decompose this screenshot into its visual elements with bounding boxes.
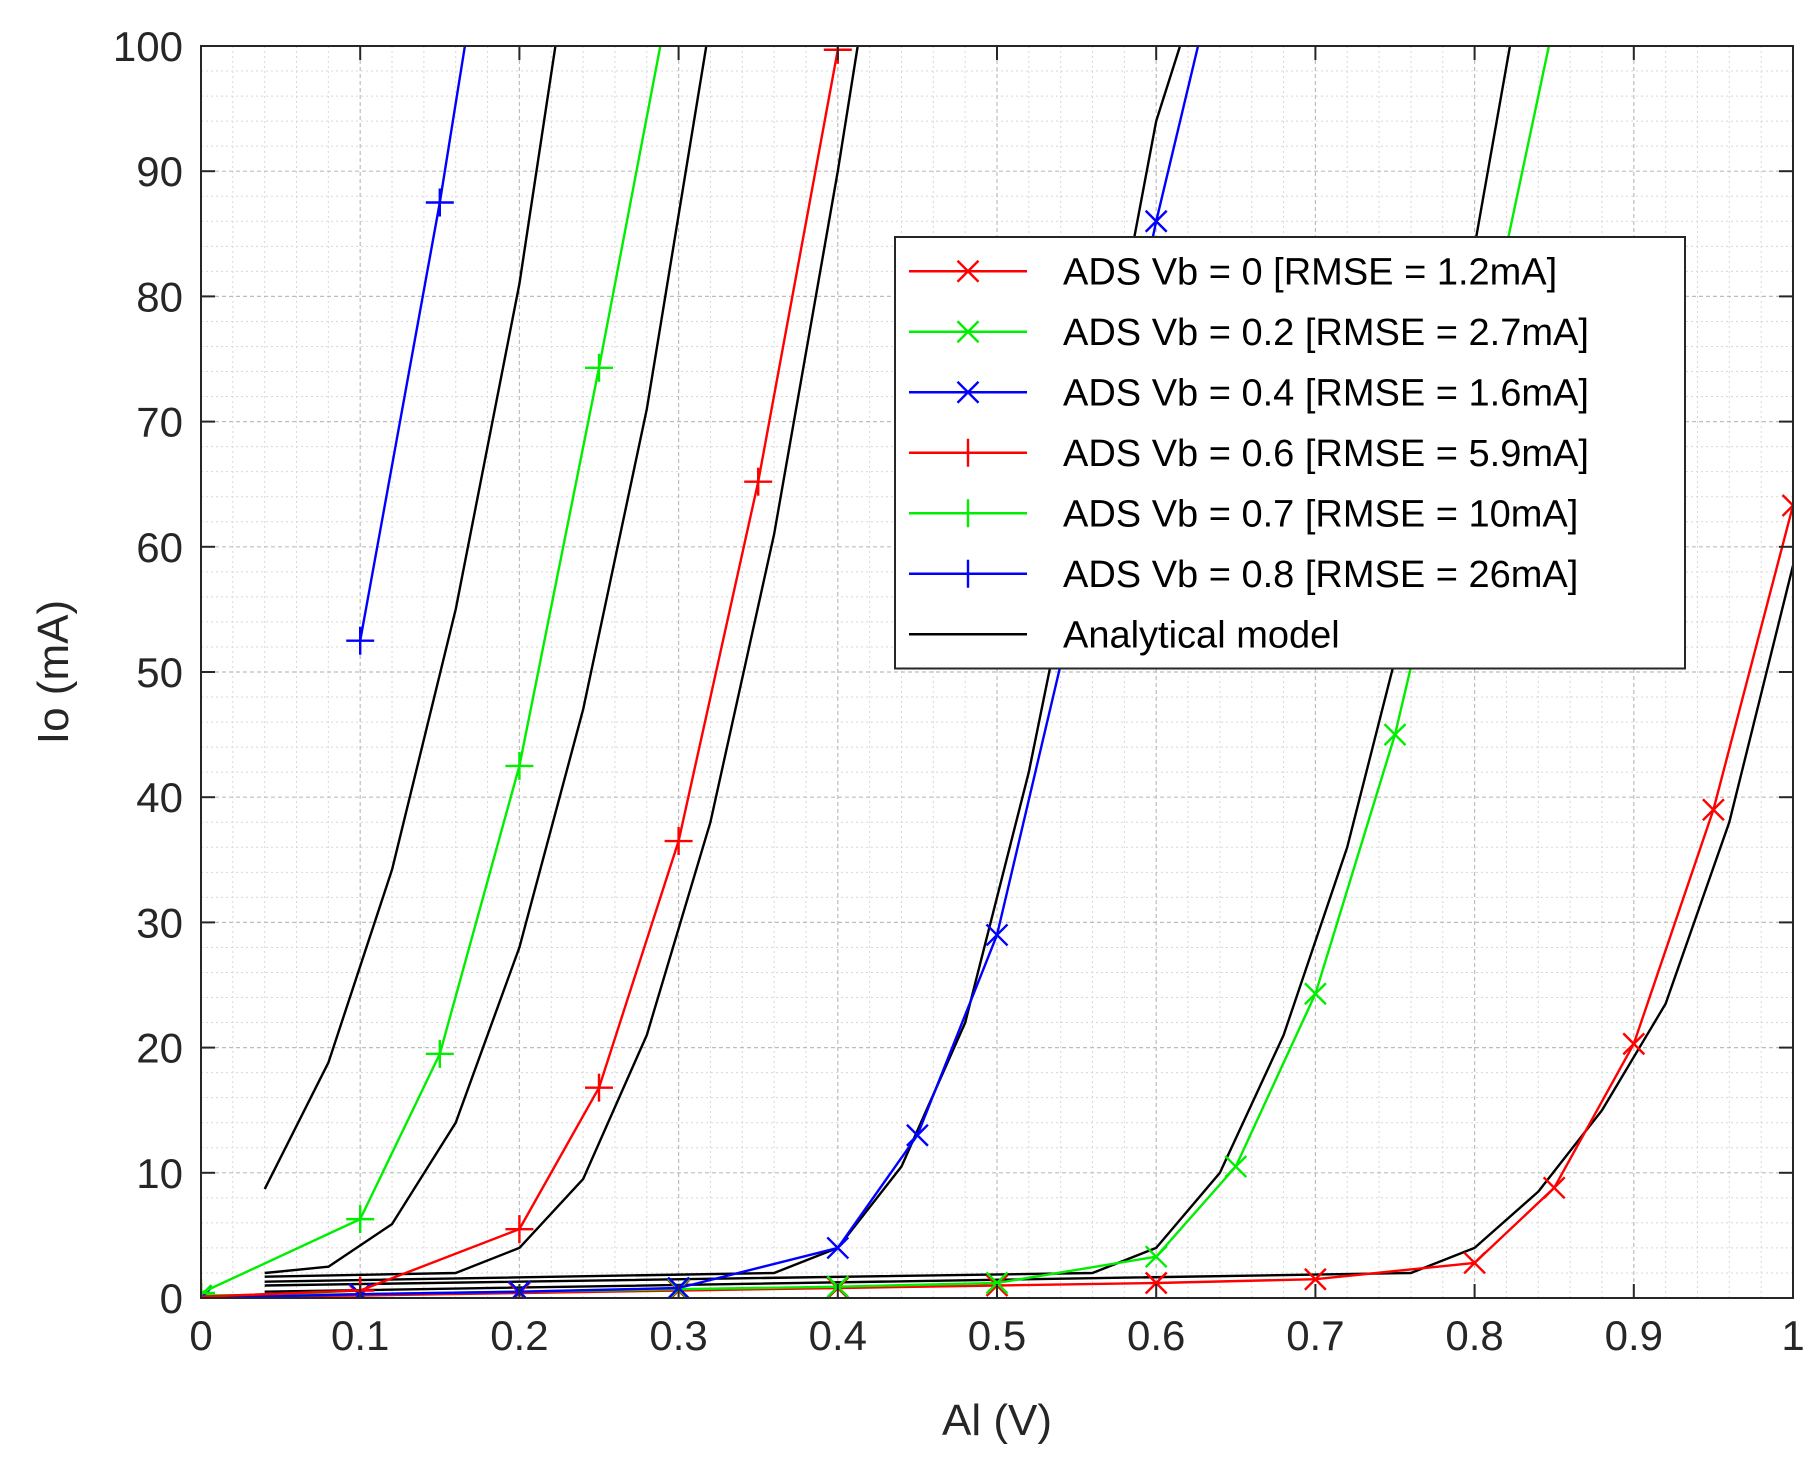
data-point [585,353,613,382]
y-tick-label: 10 [136,1150,183,1197]
x-tick-label: 0.7 [1286,1312,1344,1359]
data-point [1463,1251,1486,1275]
legend-label: ADS Vb = 0.2 [RMSE = 2.7mA] [1063,312,1589,354]
data-point [1781,494,1793,517]
y-tick-label: 70 [136,399,183,446]
data-point [505,751,534,780]
legend-marker [956,320,980,344]
series-line [264,46,859,1278]
axis-ticks [200,45,1794,1299]
legend-marker [954,438,982,467]
data-point [1224,1155,1248,1178]
series-line [263,46,557,1190]
series-9 [264,46,1182,1283]
y-tick-label: 40 [136,774,183,821]
legend-label: ADS Vb = 0.8 [RMSE = 26mA] [1063,554,1578,596]
series-7 [264,46,708,1275]
y-tick-label: 50 [136,649,183,696]
legend-entry: Analytical model [909,614,1340,656]
y-tick-label: 30 [136,899,183,946]
data-point [201,1278,215,1298]
data-point [201,1282,215,1298]
x-tick-label: 1 [1781,1312,1804,1359]
y-tick-label: 90 [136,148,183,195]
data-point [1304,982,1327,1006]
x-tick-label: 0.3 [649,1312,707,1359]
legend-label: ADS Vb = 0.4 [RMSE = 1.6mA] [1063,372,1589,414]
y-tick-label: 60 [136,524,183,571]
data-point [664,827,693,856]
legend: ADS Vb = 0 [RMSE = 1.2mA] ADS Vb = 0.2 [R… [894,236,1686,670]
x-tick-label: 0.9 [1605,1312,1663,1359]
data-point [585,1073,613,1102]
legend-marker [956,259,980,283]
x-tick-label: 0.2 [490,1312,548,1359]
data-point [1702,798,1725,822]
data-point [346,1205,375,1234]
x-tick-labels: 0 0.1 0.2 0.3 0.4 0.5 0.6 0.7 0.8 0.9 1 [189,1312,1804,1359]
data-point [1144,1271,1168,1295]
data-point [985,923,1009,947]
legend-entry: ADS Vb = 0 [RMSE = 1.2mA] [909,251,1557,293]
legend-label: ADS Vb = 0.6 [RMSE = 5.9mA] [1063,433,1589,475]
x-tick-label: 0.4 [809,1312,867,1359]
legend-entry: ADS Vb = 0.4 [RMSE = 1.6mA] [909,372,1589,414]
x-tick-label: 0.5 [968,1312,1026,1359]
x-tick-label: 0 [189,1312,212,1359]
data-point [826,1236,850,1260]
legend-marker [954,499,982,528]
series-4 [201,46,662,1298]
legend-marker [954,559,982,588]
series-line [201,46,662,1295]
x-tick-label: 0.1 [331,1312,389,1359]
legend-label: ADS Vb = 0.7 [RMSE = 10mA] [1063,493,1578,535]
data-point [425,1039,454,1068]
x-tick-label: 0.6 [1127,1312,1185,1359]
legend-entry: ADS Vb = 0.6 [RMSE = 5.9mA] [909,433,1589,475]
data-point [1144,209,1168,233]
data-point [346,626,375,655]
data-point [505,1215,534,1244]
legend-label: Analytical model [1063,614,1340,656]
legend-entry: ADS Vb = 0.7 [RMSE = 10mA] [909,493,1578,535]
data-point [906,1123,929,1147]
y-tick-label: 80 [136,273,183,320]
data-point [744,467,773,496]
y-tick-labels: 0 10 20 30 40 50 60 70 80 90 100 [113,23,183,1322]
series-line [264,46,1182,1283]
data-point [1144,1245,1168,1269]
y-axis-label: Io (mA) [29,600,78,744]
legend-label: ADS Vb = 0 [RMSE = 1.2mA] [1063,251,1557,293]
data-point [985,1271,1009,1295]
legend-entry: ADS Vb = 0.8 [RMSE = 26mA] [909,554,1578,596]
data-point [1542,1176,1566,1200]
legend-marker [956,380,980,404]
series-5 [346,46,467,655]
y-tick-label: 0 [160,1275,183,1322]
series-8 [264,46,859,1278]
x-tick-label: 0.8 [1445,1312,1503,1359]
x-axis-label: Al (V) [942,1396,1052,1445]
legend-entry: ADS Vb = 0.2 [RMSE = 2.7mA] [909,312,1589,354]
series-6 [263,46,557,1190]
data-point [1304,1267,1327,1291]
series-line [264,46,708,1275]
data-point [1383,723,1407,746]
data-point [425,188,454,217]
y-tick-label: 100 [113,23,183,70]
data-point [1622,1032,1646,1056]
y-tick-label: 20 [136,1025,183,1072]
